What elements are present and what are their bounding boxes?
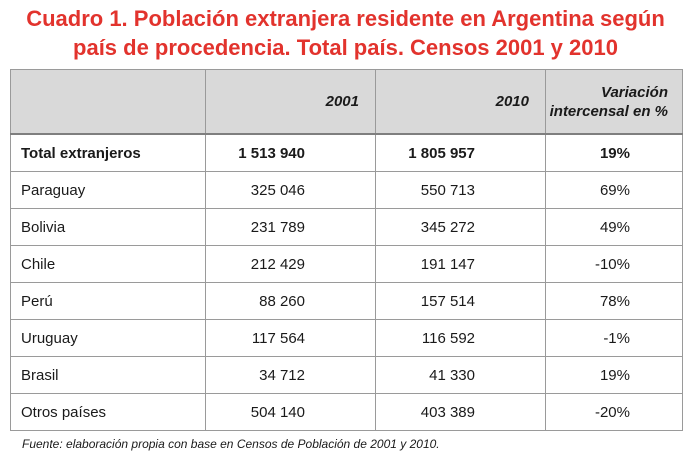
- row-name-cell: Bolivia: [10, 208, 206, 246]
- row-name-cell: Paraguay: [10, 171, 206, 209]
- header-empty-cell: [10, 69, 206, 135]
- row-name-cell: Otros países: [10, 393, 206, 431]
- table-row: Uruguay 117 564 116 592 -1%: [10, 319, 683, 357]
- table-row-total: Total extranjeros 1 513 940 1 805 957 19%: [10, 133, 683, 172]
- row-2001-cell: 34 712: [205, 356, 376, 394]
- row-variation-cell: 69%: [545, 171, 683, 209]
- row-2010-cell: 157 514: [375, 282, 546, 320]
- table-title: Cuadro 1. Población extranjera residente…: [0, 4, 691, 62]
- source-note: Fuente: elaboración propia con base en C…: [22, 437, 440, 451]
- row-name-cell: Total extranjeros: [10, 133, 206, 172]
- row-2001-cell: 117 564: [205, 319, 376, 357]
- population-table: 2001 2010 Variación intercensal en % Tot…: [10, 69, 683, 431]
- row-2010-cell: 403 389: [375, 393, 546, 431]
- header-2001: 2001: [205, 69, 376, 135]
- header-variation-line-1: Variación: [601, 83, 668, 101]
- title-line-2: país de procedencia. Total país. Censos …: [73, 35, 618, 60]
- table-row: Brasil 34 712 41 330 19%: [10, 356, 683, 394]
- row-name-cell: Uruguay: [10, 319, 206, 357]
- table-row: Bolivia 231 789 345 272 49%: [10, 208, 683, 246]
- title-line-1: Cuadro 1. Población extranjera residente…: [26, 6, 665, 31]
- row-variation-cell: 19%: [545, 133, 683, 172]
- row-2010-cell: 116 592: [375, 319, 546, 357]
- row-2010-cell: 1 805 957: [375, 133, 546, 172]
- row-2010-cell: 191 147: [375, 245, 546, 283]
- row-variation-cell: 49%: [545, 208, 683, 246]
- row-2001-cell: 504 140: [205, 393, 376, 431]
- row-name-cell: Perú: [10, 282, 206, 320]
- row-2001-cell: 212 429: [205, 245, 376, 283]
- row-variation-cell: -20%: [545, 393, 683, 431]
- row-variation-cell: 78%: [545, 282, 683, 320]
- table-row: Perú 88 260 157 514 78%: [10, 282, 683, 320]
- header-2010: 2010: [375, 69, 546, 135]
- row-variation-cell: -1%: [545, 319, 683, 357]
- row-2010-cell: 41 330: [375, 356, 546, 394]
- row-name-cell: Brasil: [10, 356, 206, 394]
- row-2010-cell: 345 272: [375, 208, 546, 246]
- row-2001-cell: 325 046: [205, 171, 376, 209]
- table-body: Total extranjeros 1 513 940 1 805 957 19% Pa…: [10, 133, 683, 431]
- table-row: Otros países 504 140 403 389 -20%: [10, 393, 683, 431]
- row-2001-cell: 88 260: [205, 282, 376, 320]
- table-row: Paraguay 325 046 550 713 69%: [10, 171, 683, 209]
- table-row: Chile 212 429 191 147 -10%: [10, 245, 683, 283]
- row-2010-cell: 550 713: [375, 171, 546, 209]
- header-row: 2001 2010 Variación intercensal en %: [10, 69, 683, 135]
- row-2001-cell: 231 789: [205, 208, 376, 246]
- header-variation-line-2: intercensal en %: [549, 102, 668, 120]
- row-variation-cell: -10%: [545, 245, 683, 283]
- row-name-cell: Chile: [10, 245, 206, 283]
- row-2001-cell: 1 513 940: [205, 133, 376, 172]
- header-variation: Variación intercensal en %: [545, 69, 683, 135]
- row-variation-cell: 19%: [545, 356, 683, 394]
